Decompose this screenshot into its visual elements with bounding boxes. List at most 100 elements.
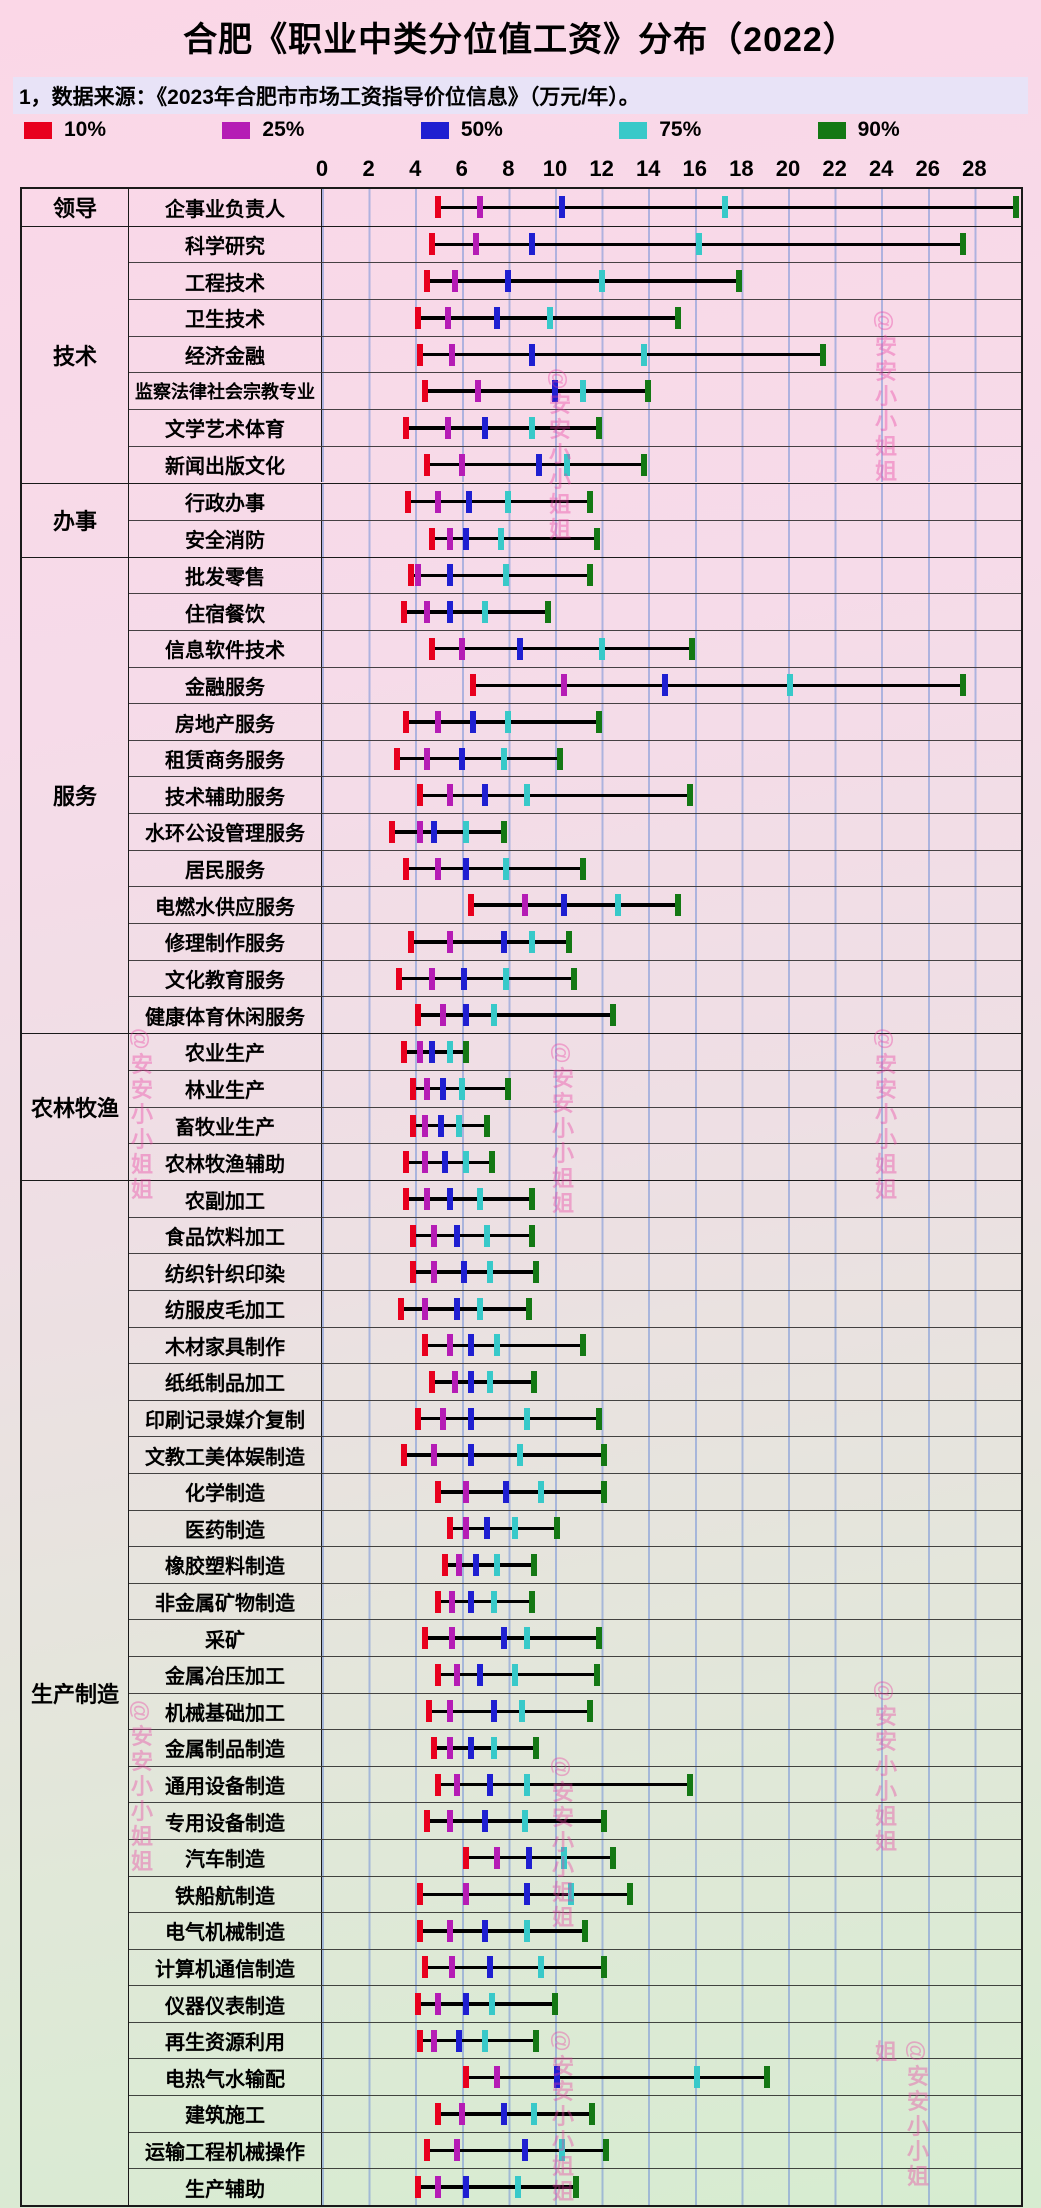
tick-10% [447,1517,454,1540]
row-label: 卫生技术 [129,299,322,336]
table-row: 住宿餐饮 [129,594,1021,631]
row-label: 纺服皮毛加工 [129,1291,322,1327]
chart-cell [322,2096,1021,2132]
x-tick-label: 12 [589,156,614,181]
tick-90% [551,1993,558,2016]
tick-50% [521,2139,528,2162]
group-cell: 生产制造 [22,1181,129,2205]
tick-25% [477,196,484,219]
tick-90% [533,1736,540,1759]
row-label: 电气机械制造 [129,1913,322,1949]
tick-50% [463,857,470,880]
tick-50% [468,1590,475,1613]
tick-25% [447,784,454,807]
tick-75% [694,2066,701,2089]
tick-50% [526,1846,533,1869]
tick-90% [819,343,826,366]
tick-10% [423,2139,430,2162]
table-row: 信息软件技术 [129,630,1021,668]
range-line [417,2002,555,2006]
chart-cell [322,1949,1021,1986]
range-line [401,1307,530,1311]
chart-cell [322,336,1021,373]
tick-10% [421,1334,428,1357]
tick-90% [589,2102,596,2125]
tick-25% [454,1773,461,1796]
table-row: 非金属矿物制造 [129,1583,1021,1621]
chart-cell [322,1876,1021,1913]
tick-10% [430,1736,437,1759]
tick-10% [400,1444,407,1467]
tick-90% [675,306,682,329]
tick-25% [447,1736,454,1759]
x-axis-labels: 0 2 4 6 8 10 12 14 16 18 20 22 24 26 28 [316,148,1021,184]
chart-cell [322,483,1021,520]
tick-10% [463,1846,470,1869]
tick-10% [409,1114,416,1137]
table-row: 企事业负责人 [129,189,1021,226]
tick-25% [421,1151,428,1174]
row-label: 安全消防 [129,520,322,557]
chart-cell [322,1070,1021,1107]
tick-10% [421,380,428,403]
row-label: 新闻出版文化 [129,446,322,483]
tick-50% [517,637,524,660]
legend-label: 90% [857,118,900,141]
tick-90% [533,2029,540,2052]
chart-cell [322,2169,1021,2205]
tick-10% [421,1627,428,1650]
range-line [410,573,590,578]
row-label: 农副加工 [129,1181,322,1217]
tick-75% [503,857,510,880]
range-line [405,1160,493,1165]
legend-swatch-25% [222,121,251,139]
tick-50% [447,564,454,587]
tick-75% [500,747,507,770]
legend-label: 10% [64,118,107,141]
range-line [438,1599,532,1604]
tick-75% [463,820,470,843]
tick-25% [423,601,430,624]
table-row: 橡胶塑料制造 [129,1547,1021,1584]
tick-50% [440,1077,447,1100]
range-line [424,1965,604,1970]
tick-10% [414,1407,421,1430]
table-row: 金融服务 [129,667,1021,705]
tick-10% [393,747,400,770]
legend-item-10%: 10% [24,118,222,142]
row-label: 印刷记录媒介复制 [129,1400,322,1437]
row-label: 金融服务 [129,667,322,704]
tick-50% [472,1553,479,1576]
table-row: 租赁商务服务 [129,740,1021,778]
group-rows: 农业生产 林业生产 畜牧业生产 农林牧渔辅助 [129,1033,1021,1181]
row-label: 计算机通信制造 [129,1949,322,1986]
row-label: 生产辅助 [129,2169,322,2205]
table-row: 修理制作服务 [129,924,1021,961]
tick-75% [482,601,489,624]
chart-cell [322,520,1021,557]
chart-cell [322,1437,1021,1473]
tick-90% [500,820,507,843]
chart-cell [322,667,1021,704]
row-label: 橡胶塑料制造 [129,1547,322,1583]
tick-90% [610,1846,617,1869]
tick-90% [531,1370,538,1393]
range-line [438,1782,691,1787]
tick-25% [463,1517,470,1540]
tick-50% [465,490,472,513]
tick-10% [400,601,407,624]
tick-25% [440,1407,447,1430]
table-row: 化学制造 [129,1473,1021,1511]
range-line [412,1123,488,1128]
tick-25% [458,453,465,476]
tick-90% [531,1553,538,1576]
range-line [426,2148,607,2153]
tick-90% [572,2176,579,2199]
tick-25% [423,1077,430,1100]
row-label: 农林牧渔辅助 [129,1144,322,1181]
row-label: 健康体育休闲服务 [129,997,322,1033]
table-row: 专用设备制造 [129,1803,1021,1840]
range-line [431,1380,535,1384]
tick-90% [600,1480,607,1503]
